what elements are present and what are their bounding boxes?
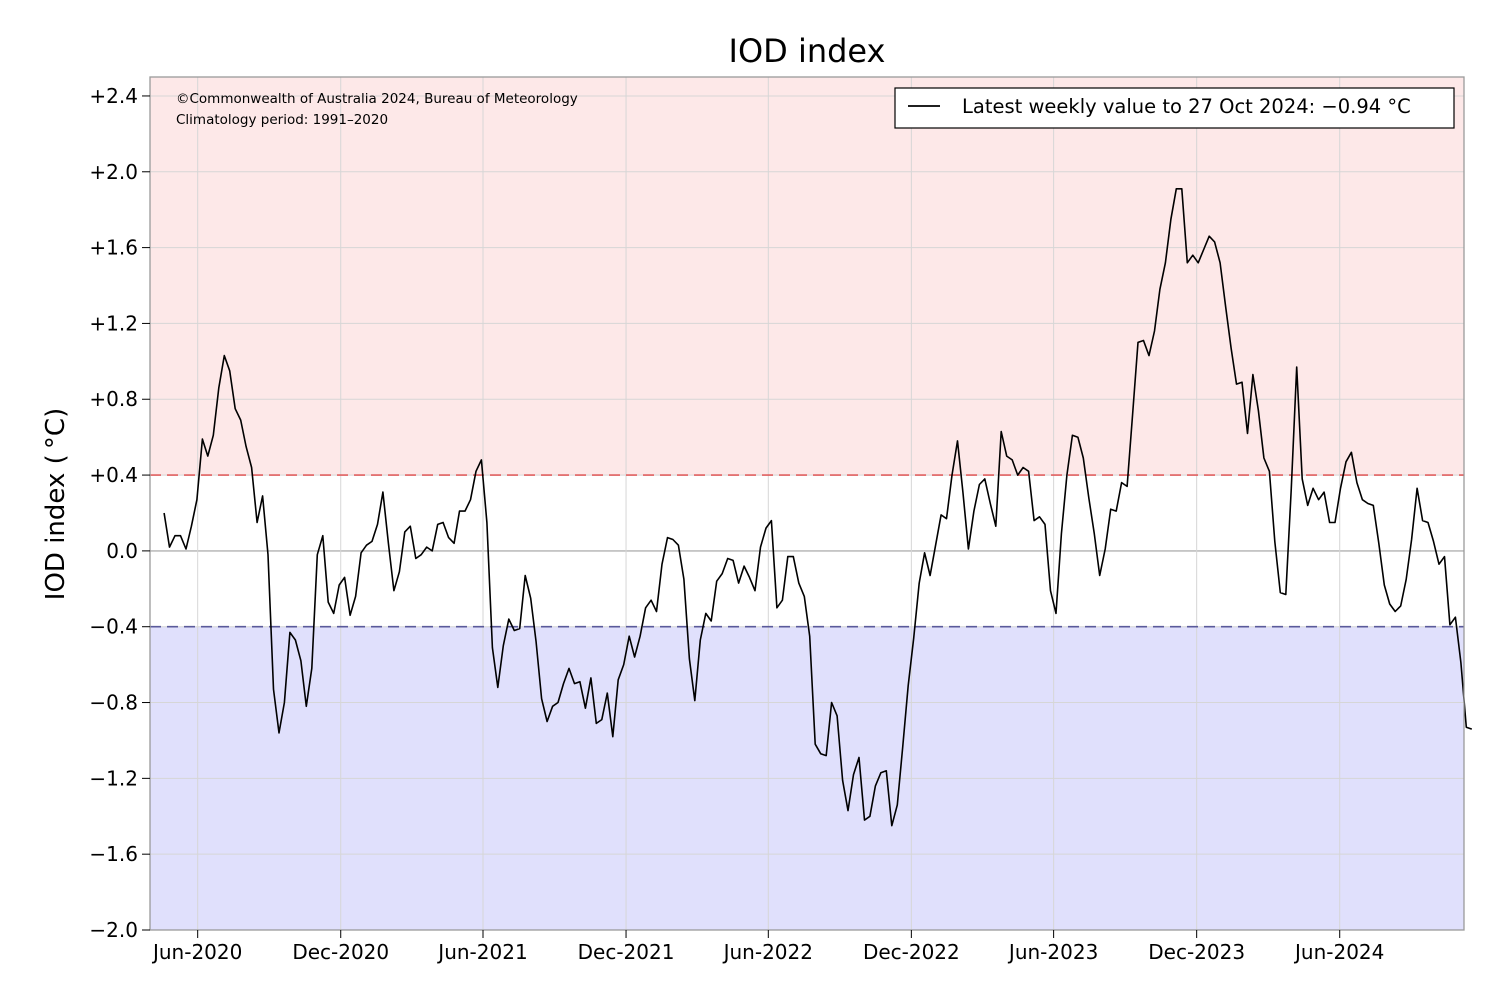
legend: Latest weekly value to 27 Oct 2024: −0.9…: [894, 87, 1455, 129]
y-tick-label: −0.4: [89, 615, 138, 639]
iod-weekly-series-line: [163, 188, 1473, 827]
positive-region: [150, 77, 1464, 476]
legend-box: [894, 87, 1455, 129]
x-tick-label: Jun-2020: [151, 940, 242, 964]
x-tick-label: Jun-2021: [436, 940, 527, 964]
climatology-annotation: Climatology period: 1991–2020: [176, 112, 388, 128]
x-tick-label: Jun-2023: [1007, 940, 1098, 964]
y-tick-label: +0.4: [89, 463, 138, 487]
y-tick-label: −1.2: [89, 766, 138, 790]
x-tick-label: Dec-2021: [578, 940, 675, 964]
x-tick-label: Dec-2022: [863, 940, 960, 964]
plot-area: +2.4 +2.0 +1.6 +1.2 +0.8 +0.4 0.0 −0.4 −0.8 −1.2 −…: [89, 76, 1473, 964]
plot-frame: [149, 76, 1465, 931]
y-tick-label: +2.4: [89, 84, 138, 108]
x-tick-label: Dec-2023: [1148, 940, 1245, 964]
x-tick-label: Jun-2022: [722, 940, 813, 964]
y-tick-label: +1.2: [89, 311, 138, 335]
chart-title: IOD index: [729, 32, 886, 70]
y-tick-label: +1.6: [89, 236, 138, 260]
y-tick-label: −1.6: [89, 842, 138, 866]
x-tick-label: Jun-2024: [1293, 940, 1384, 964]
y-tick-label: −0.8: [89, 691, 138, 715]
legend-label: Latest weekly value to 27 Oct 2024: −0.9…: [962, 95, 1411, 118]
copyright-annotation: ©Commonwealth of Australia 2024, Bureau …: [176, 91, 578, 107]
y-tick-label: 0.0: [106, 539, 138, 563]
y-tick-label: −2.0: [89, 918, 138, 942]
y-axis-label: IOD index ( °C): [41, 408, 71, 600]
x-tick-label: Dec-2020: [292, 940, 389, 964]
y-tick-label: +0.8: [89, 387, 138, 411]
y-tick-label: +2.0: [89, 160, 138, 184]
